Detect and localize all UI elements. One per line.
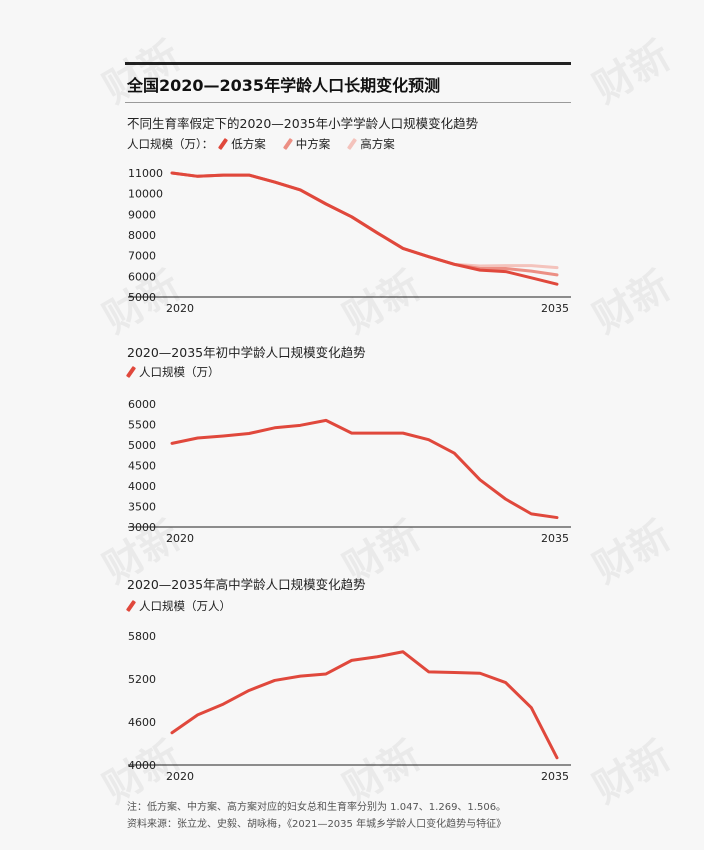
x-tick-label: 2020 (166, 532, 194, 545)
y-tick-label: 5000 (128, 291, 156, 304)
chart3-legend: 人口规模（万人） (125, 598, 245, 614)
y-tick-label: 3000 (128, 521, 156, 534)
legend-item-junior: 人口规模（万） (125, 364, 220, 380)
footnote: 注：低方案、中方案、高方案对应的妇女总和生育率分别为 1.047、1.269、1… (127, 802, 507, 813)
y-tick-label: 11000 (128, 167, 163, 180)
y-tick-label: 4600 (128, 716, 156, 729)
legend-label-low: 低方案 (231, 137, 266, 151)
legend-label-senior: 人口规模（万人） (139, 599, 231, 613)
y-tick-label: 6000 (128, 398, 156, 411)
legend-label-junior: 人口规模（万） (139, 365, 220, 379)
chart2-subtitle: 2020—2035年初中学龄人口规模变化趋势 (127, 345, 366, 360)
x-tick-label: 2035 (541, 532, 569, 545)
x-tick-label: 2020 (166, 302, 194, 315)
y-tick-label: 4000 (128, 480, 156, 493)
chart1-legend-prefix: 人口规模（万）： (127, 137, 214, 151)
x-tick-label: 2035 (541, 302, 569, 315)
title-rule-bottom (125, 102, 571, 103)
legend-label-mid: 中方案 (295, 137, 331, 151)
y-tick-label: 6000 (128, 270, 156, 283)
legend-item-low: 低方案 (215, 136, 266, 152)
y-tick-label: 5800 (128, 630, 156, 643)
legend-item-senior: 人口规模（万人） (125, 598, 231, 614)
legend-label-high: 高方案 (360, 137, 395, 151)
y-tick-label: 4500 (128, 460, 156, 473)
chart1-legend: 人口规模（万）： 低方案 中方案 高方案 (127, 136, 409, 152)
series-line-main (170, 650, 559, 760)
y-tick-label: 8000 (128, 229, 156, 242)
y-tick-label: 4000 (128, 759, 156, 772)
chart3-subtitle: 2020—2035年高中学龄人口规模变化趋势 (127, 577, 366, 592)
x-tick-label: 2035 (541, 770, 569, 783)
legend-item-high: 高方案 (344, 136, 395, 152)
page-title: 全国2020—2035年学龄人口长期变化预测 (127, 76, 441, 95)
source-note: 资料来源：张立龙、史毅、胡咏梅，《2021—2035 年城乡学龄人口变化趋势与特… (127, 819, 507, 830)
y-tick-label: 10000 (128, 188, 163, 201)
series-line-main (170, 418, 559, 520)
y-tick-label: 7000 (128, 250, 156, 263)
chart1-subtitle: 不同生育率假定下的2020—2035年小学学龄人口规模变化趋势 (127, 116, 479, 131)
y-tick-label: 5500 (128, 419, 156, 432)
chart2-legend: 人口规模（万） (125, 364, 234, 380)
y-tick-label: 5200 (128, 673, 156, 686)
series-line-low (170, 171, 559, 286)
y-tick-label: 5000 (128, 439, 156, 452)
title-rule-top (125, 62, 571, 65)
x-tick-label: 2020 (166, 770, 194, 783)
legend-item-mid: 中方案 (280, 136, 331, 152)
y-tick-label: 3500 (128, 501, 156, 514)
y-tick-label: 9000 (128, 208, 156, 221)
